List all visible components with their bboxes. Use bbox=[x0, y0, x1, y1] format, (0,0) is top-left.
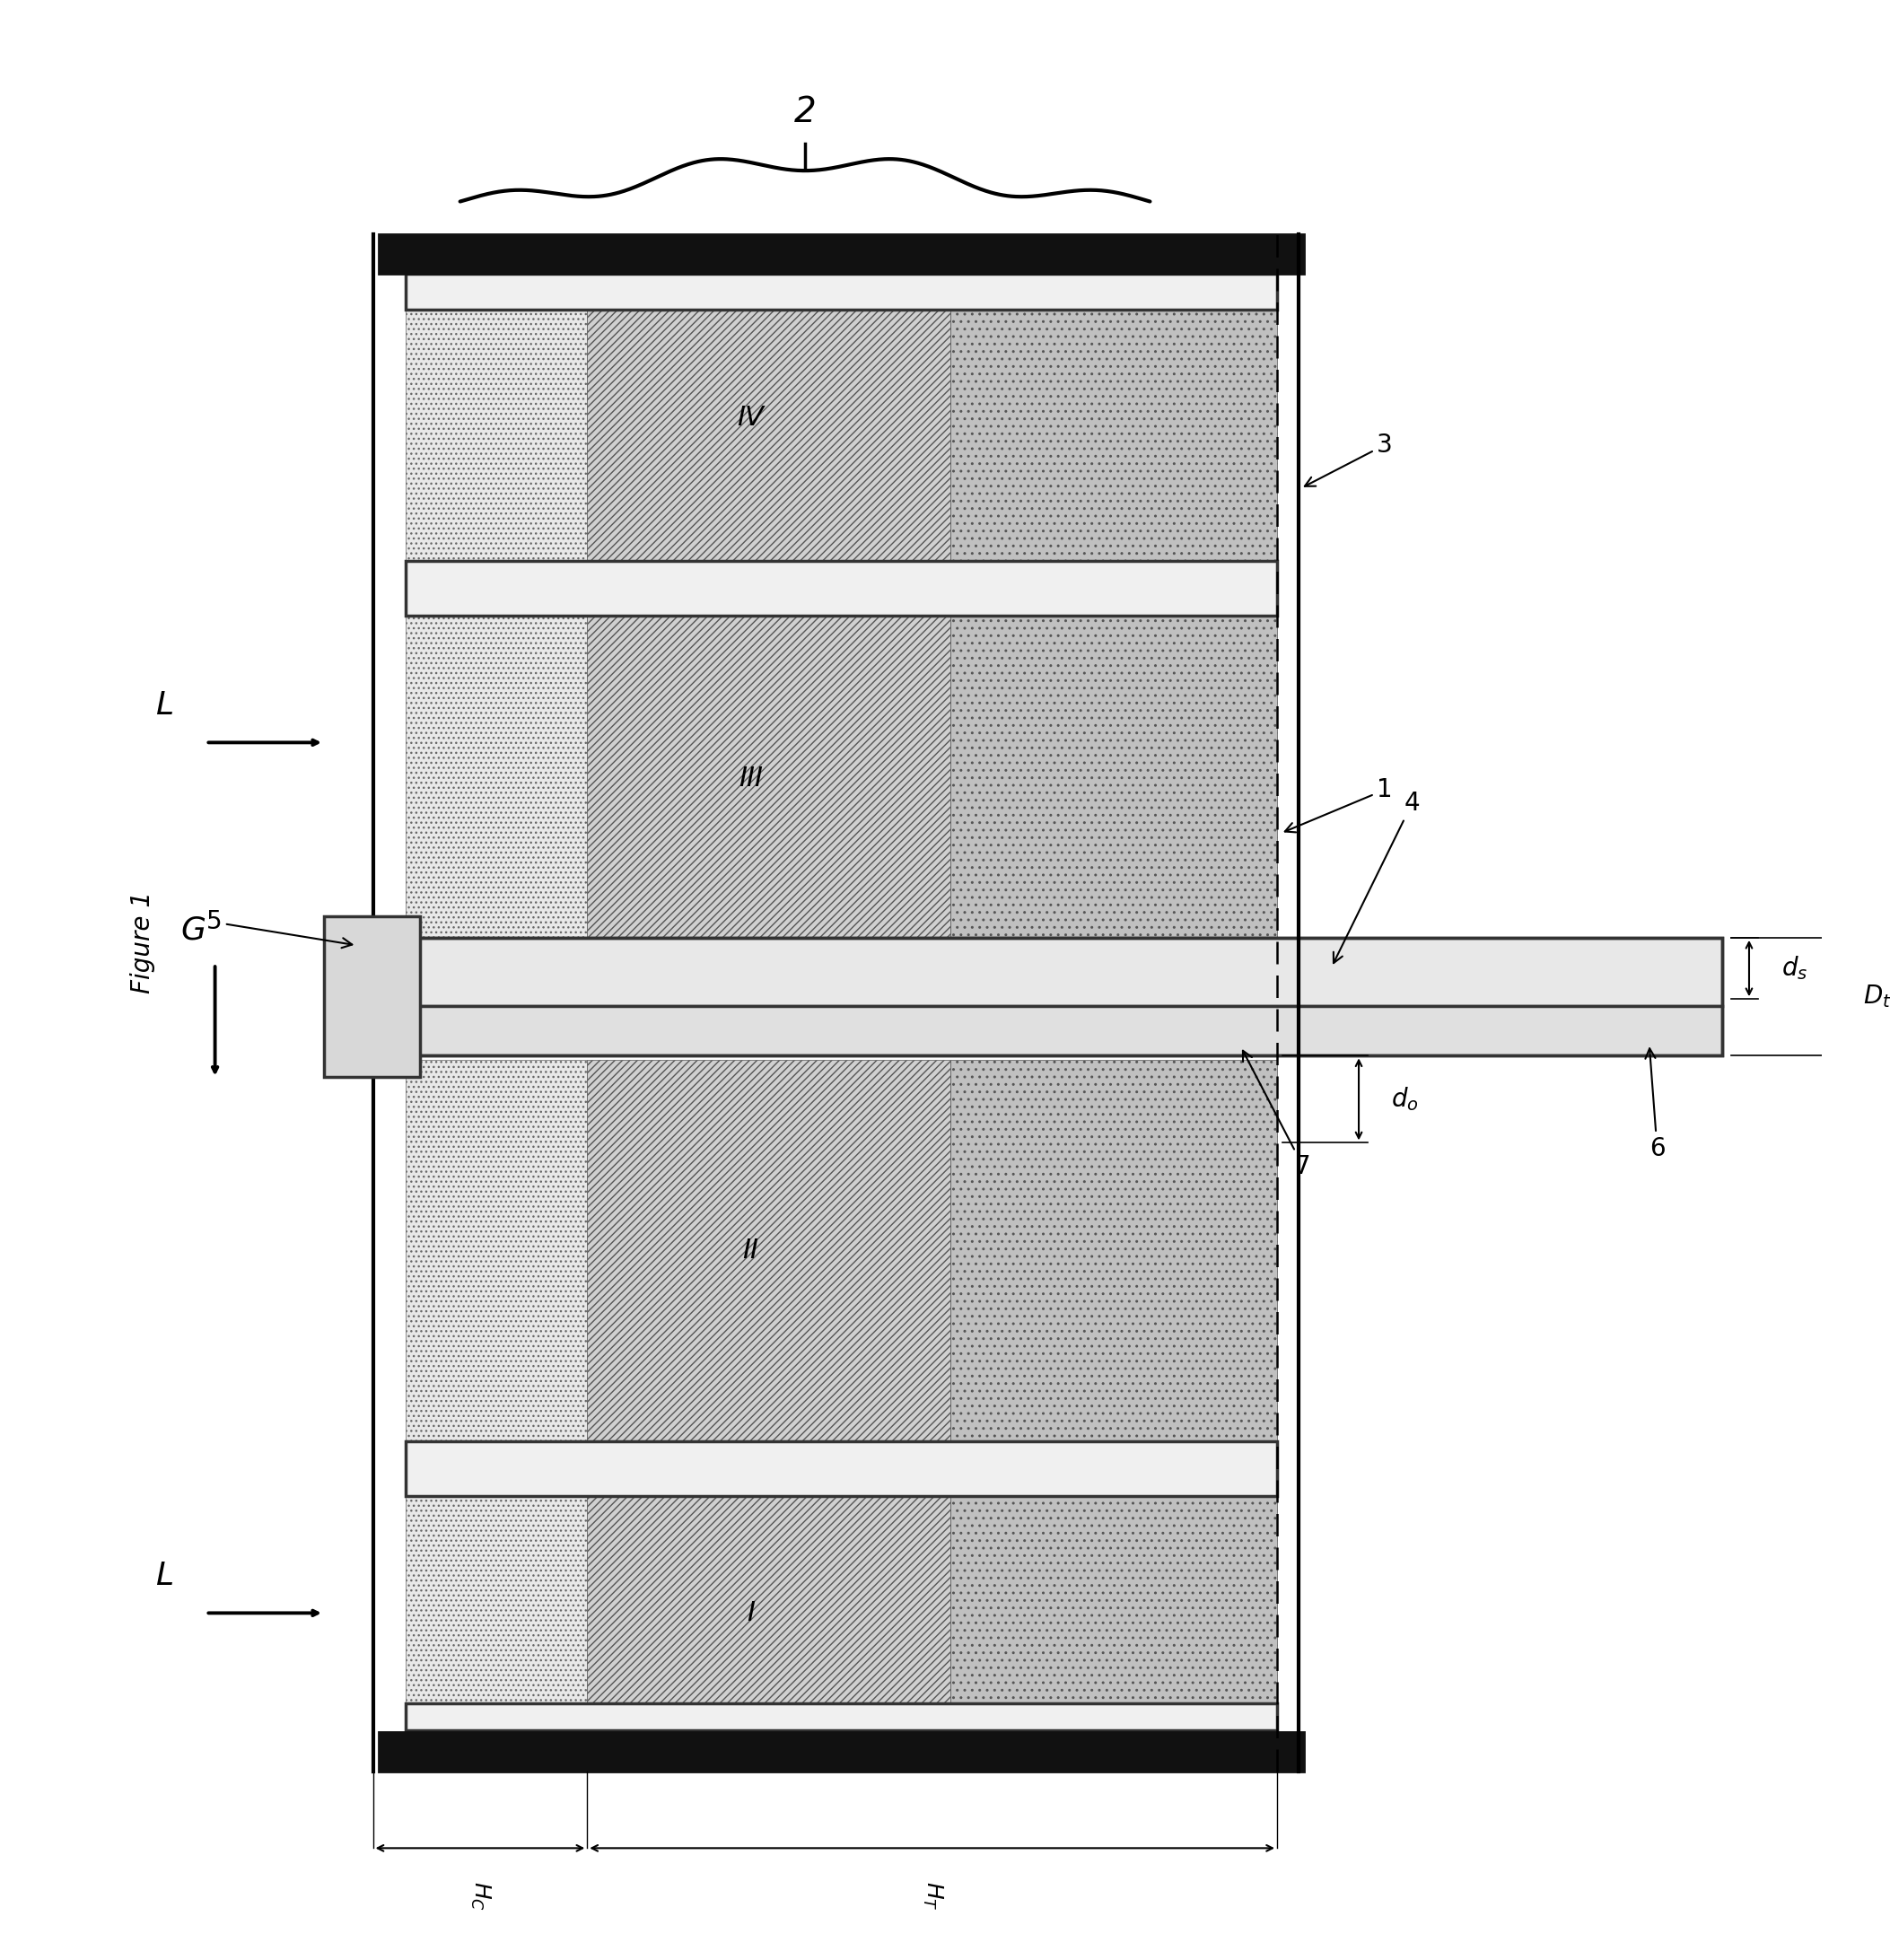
Bar bbox=[951, 1495, 1278, 1731]
Bar bbox=[951, 615, 1278, 943]
Bar bbox=[406, 1060, 588, 1441]
Text: II: II bbox=[743, 1239, 758, 1264]
Bar bbox=[951, 1060, 1278, 1441]
Text: 6: 6 bbox=[1646, 1049, 1665, 1160]
Text: 5: 5 bbox=[206, 909, 352, 949]
Text: Figure 1: Figure 1 bbox=[130, 892, 155, 994]
Text: 1: 1 bbox=[1285, 778, 1393, 833]
Text: L: L bbox=[155, 1560, 174, 1592]
Bar bbox=[588, 1060, 951, 1441]
Text: $H_T$: $H_T$ bbox=[920, 1882, 943, 1911]
Bar bbox=[951, 274, 1278, 561]
Bar bbox=[378, 233, 1304, 274]
Bar bbox=[406, 937, 1722, 1005]
Bar bbox=[323, 917, 420, 1076]
Bar bbox=[378, 1733, 1304, 1772]
Text: III: III bbox=[739, 766, 764, 792]
Text: $d_s$: $d_s$ bbox=[1782, 955, 1809, 982]
Bar bbox=[588, 615, 951, 943]
Bar bbox=[406, 1441, 1278, 1495]
Bar bbox=[406, 561, 1278, 615]
Bar bbox=[588, 1495, 951, 1731]
Text: $D_t$: $D_t$ bbox=[1864, 984, 1890, 1009]
Text: $H_C$: $H_C$ bbox=[469, 1882, 491, 1911]
Text: 2: 2 bbox=[794, 94, 816, 129]
Text: IV: IV bbox=[737, 404, 764, 431]
Bar bbox=[406, 937, 1722, 1056]
Text: 7: 7 bbox=[1244, 1051, 1312, 1180]
Bar bbox=[406, 1703, 1278, 1731]
Text: L: L bbox=[155, 690, 174, 721]
Bar bbox=[406, 615, 588, 943]
Text: $d_o$: $d_o$ bbox=[1391, 1086, 1419, 1113]
Bar bbox=[588, 274, 951, 561]
Bar bbox=[406, 937, 1722, 1056]
Text: 4: 4 bbox=[1334, 790, 1419, 962]
Text: G: G bbox=[181, 915, 206, 947]
Bar bbox=[406, 274, 588, 561]
Text: 3: 3 bbox=[1304, 433, 1393, 486]
Bar bbox=[406, 274, 1278, 310]
Text: I: I bbox=[747, 1599, 754, 1627]
Bar bbox=[406, 1005, 1722, 1056]
Bar bbox=[406, 1495, 588, 1731]
